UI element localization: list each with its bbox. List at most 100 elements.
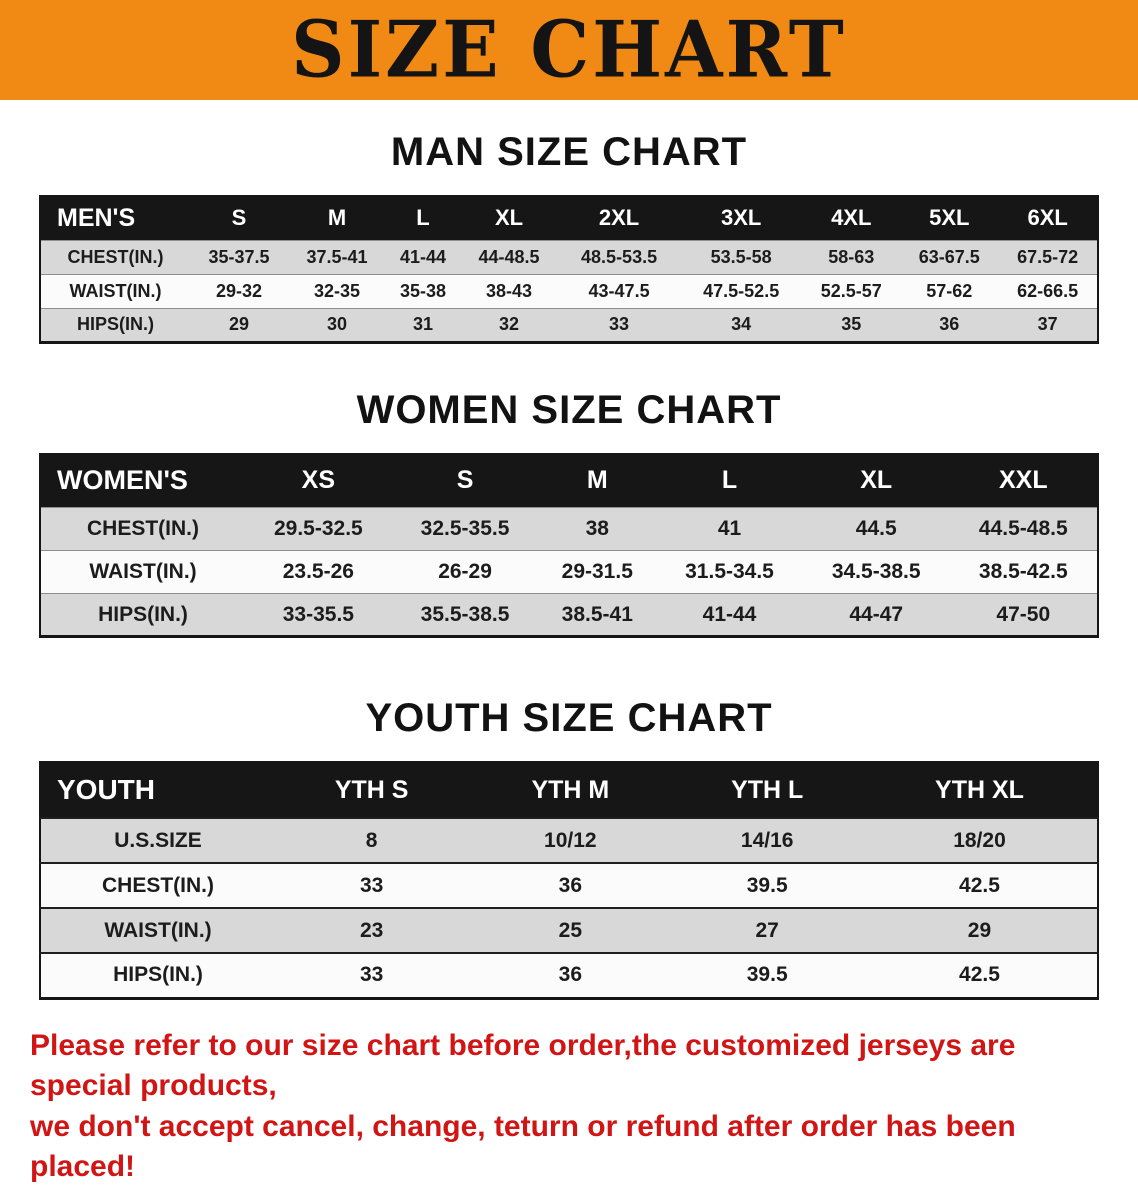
size-column-header: YTH M xyxy=(468,762,673,818)
value-cell: 33-35.5 xyxy=(245,593,392,637)
value-cell: 25 xyxy=(468,907,673,953)
table-row: HIPS(IN.) 33-35.5 35.5-38.5 38.5-41 41-44 44-… xyxy=(40,593,1098,637)
table-row: CHEST(IN.) 35-37.5 37.5-41 41-44 44-48.5 48.5… xyxy=(40,239,1098,274)
value-cell: 42.5 xyxy=(861,862,1098,908)
row-label-cell: WAIST(IN.) xyxy=(40,273,190,308)
value-cell: 67.5-72 xyxy=(998,239,1098,274)
value-cell: 41 xyxy=(656,507,803,551)
value-cell: 42.5 xyxy=(861,952,1098,998)
value-cell: 32 xyxy=(459,307,559,342)
size-column-header: 2XL xyxy=(558,196,681,240)
value-cell: 34.5-38.5 xyxy=(802,550,950,594)
table-title-cell: YOUTH xyxy=(40,762,275,818)
women-size-table: WOMEN'S XS S M L XL XXL CHEST(IN.) 29.5-32.5 32.5… xyxy=(39,452,1099,638)
size-column-header: S xyxy=(391,453,539,508)
value-cell: 37 xyxy=(998,307,1098,342)
header-row: MEN'S S M L XL 2XL 3XL 4XL 5XL 6XL xyxy=(40,196,1098,240)
row-label-cell: WAIST(IN.) xyxy=(40,550,245,594)
page-title: SIZE CHART xyxy=(291,4,847,96)
value-cell: 10/12 xyxy=(468,817,673,863)
value-cell: 23.5-26 xyxy=(245,550,392,594)
table-row: HIPS(IN.) 33 36 39.5 42.5 xyxy=(40,952,1098,998)
value-cell: 35-37.5 xyxy=(190,239,289,274)
table-row: HIPS(IN.) 29 30 31 32 33 34 35 36 37 xyxy=(40,307,1098,342)
value-cell: 38.5-42.5 xyxy=(949,550,1098,594)
size-column-header: YTH S xyxy=(275,762,469,818)
row-label-cell: U.S.SIZE xyxy=(40,817,275,863)
value-cell: 38.5-41 xyxy=(538,593,657,637)
value-cell: 26-29 xyxy=(391,550,539,594)
value-cell: 41-44 xyxy=(656,593,803,637)
value-cell: 33 xyxy=(275,862,469,908)
value-cell: 23 xyxy=(275,907,469,953)
banner: SIZE CHART xyxy=(0,0,1138,100)
value-cell: 32.5-35.5 xyxy=(391,507,539,551)
women-section-heading: WOMEN SIZE CHART xyxy=(356,387,782,432)
value-cell: 14/16 xyxy=(672,817,862,863)
value-cell: 38 xyxy=(538,507,657,551)
size-column-header: 6XL xyxy=(998,196,1098,240)
size-column-header: 3XL xyxy=(680,196,803,240)
size-column-header: YTH L xyxy=(672,762,862,818)
youth-size-table: YOUTH YTH S YTH M YTH L YTH XL U.S.SIZE 8 10/12… xyxy=(39,761,1099,1000)
value-cell: 39.5 xyxy=(672,862,862,908)
youth-section-heading: YOUTH SIZE CHART xyxy=(365,696,773,740)
men-size-table: MEN'S S M L XL 2XL 3XL 4XL 5XL 6XL CHEST(IN.) 35-37… xyxy=(39,195,1099,344)
table-row: WAIST(IN.) 23.5-26 26-29 29-31.5 31.5-34.5 34… xyxy=(40,550,1098,594)
value-cell: 8 xyxy=(275,817,469,863)
row-label-cell: CHEST(IN.) xyxy=(40,862,275,908)
value-cell: 37.5-41 xyxy=(288,239,387,274)
table-row: CHEST(IN.) 33 36 39.5 42.5 xyxy=(40,862,1098,908)
value-cell: 27 xyxy=(672,907,862,953)
section-youth: YOUTH SIZE CHART YOUTH YTH S YTH M YTH L YTH… xyxy=(0,696,1138,1000)
disclaimer-line-2: we don't accept cancel, change, teturn o… xyxy=(30,1109,1016,1184)
value-cell: 44.5 xyxy=(802,507,950,551)
value-cell: 31 xyxy=(386,307,460,342)
value-cell: 32-35 xyxy=(288,273,387,308)
value-cell: 38-43 xyxy=(459,273,559,308)
value-cell: 33 xyxy=(558,307,681,342)
value-cell: 29 xyxy=(190,307,289,342)
value-cell: 35 xyxy=(802,307,901,342)
value-cell: 18/20 xyxy=(861,817,1098,863)
value-cell: 44.5-48.5 xyxy=(949,507,1098,551)
size-column-header: L xyxy=(386,196,460,240)
disclaimer-line-1: Please refer to our size chart before or… xyxy=(30,1028,1016,1103)
size-column-header: S xyxy=(190,196,289,240)
youth-table-wrap: YOUTH YTH S YTH M YTH L YTH XL U.S.SIZE 8 10/12… xyxy=(39,761,1099,1000)
value-cell: 44-48.5 xyxy=(459,239,559,274)
row-label-cell: CHEST(IN.) xyxy=(40,507,245,551)
disclaimer: Please refer to our size chart before or… xyxy=(0,1026,1138,1188)
men-section-heading: MAN SIZE CHART xyxy=(390,130,748,174)
value-cell: 36 xyxy=(468,862,673,908)
value-cell: 29 xyxy=(861,907,1098,953)
value-cell: 39.5 xyxy=(672,952,862,998)
value-cell: 63-67.5 xyxy=(900,239,999,274)
row-label-cell: HIPS(IN.) xyxy=(40,307,190,342)
row-label-cell: CHEST(IN.) xyxy=(40,239,190,274)
value-cell: 58-63 xyxy=(802,239,901,274)
table-row: WAIST(IN.) 29-32 32-35 35-38 38-43 43-47.5 47.… xyxy=(40,273,1098,308)
size-column-header: XXL xyxy=(949,453,1098,508)
value-cell: 33 xyxy=(275,952,469,998)
value-cell: 52.5-57 xyxy=(802,273,901,308)
size-charts: MAN SIZE CHART MEN'S S M L XL 2XL 3XL 4XL 5XL 6XL… xyxy=(0,130,1138,1000)
value-cell: 35-38 xyxy=(386,273,460,308)
size-column-header: 4XL xyxy=(802,196,901,240)
section-men: MAN SIZE CHART MEN'S S M L XL 2XL 3XL 4XL 5XL 6XL… xyxy=(0,130,1138,344)
table-title-cell: MEN'S xyxy=(40,196,190,240)
value-cell: 29.5-32.5 xyxy=(245,507,392,551)
value-cell: 41-44 xyxy=(386,239,460,274)
table-row: WAIST(IN.) 23 25 27 29 xyxy=(40,907,1098,953)
table-row: U.S.SIZE 8 10/12 14/16 18/20 xyxy=(40,817,1098,863)
value-cell: 53.5-58 xyxy=(680,239,803,274)
value-cell: 47-50 xyxy=(949,593,1098,637)
value-cell: 57-62 xyxy=(900,273,999,308)
size-column-header: M xyxy=(288,196,387,240)
size-column-header: XL xyxy=(459,196,559,240)
table-title-cell: WOMEN'S xyxy=(40,453,245,508)
value-cell: 48.5-53.5 xyxy=(558,239,681,274)
value-cell: 34 xyxy=(680,307,803,342)
women-table-wrap: WOMEN'S XS S M L XL XXL CHEST(IN.) 29.5-32.5 32.5… xyxy=(39,452,1099,638)
table-row: CHEST(IN.) 29.5-32.5 32.5-35.5 38 41 44.5 44.5… xyxy=(40,507,1098,551)
